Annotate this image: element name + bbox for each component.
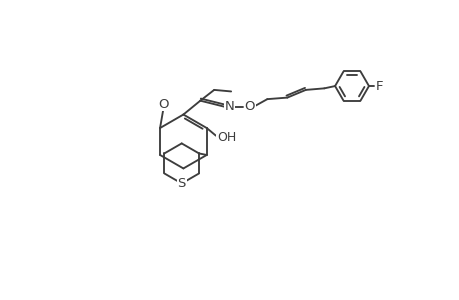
Text: O: O — [244, 100, 254, 113]
Text: S: S — [177, 177, 185, 190]
Text: N: N — [224, 100, 234, 113]
Text: O: O — [158, 98, 169, 111]
Text: OH: OH — [217, 131, 236, 144]
Text: F: F — [375, 80, 383, 92]
